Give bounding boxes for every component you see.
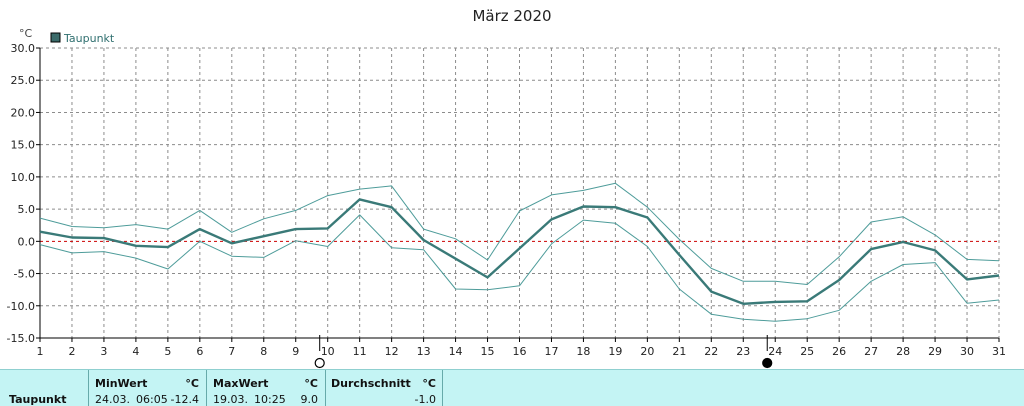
x-tick-label: 30 [960, 345, 974, 358]
x-tick-label: 29 [928, 345, 942, 358]
full-moon-icon [314, 357, 325, 369]
x-tick-label: 23 [736, 345, 750, 358]
x-tick-label: 19 [608, 345, 622, 358]
x-tick-label: 6 [196, 345, 203, 358]
tick-labels: 30.0 25.0 20.0 15.0 10.0 5.0 0.0 -5.0 -10.0 -15.0… [7, 42, 1006, 358]
x-tick-label: 7 [228, 345, 235, 358]
new-moon-icon [762, 357, 773, 369]
average-unit: °C [422, 377, 436, 390]
x-tick-label: 24 [768, 345, 782, 358]
min-value-cell: MinWert °C 24.03. 06:05 -12.4 [88, 370, 207, 406]
series-line-average [39, 198, 1000, 305]
y-tick-label: 25.0 [11, 74, 36, 87]
max-unit: °C [304, 377, 318, 390]
chart-title: März 2020 [472, 7, 551, 25]
moon-phases [314, 335, 773, 369]
max-value: 9.0 [300, 393, 319, 406]
y-tick-label: -10.0 [7, 300, 35, 313]
x-tick-label: 15 [481, 345, 495, 358]
y-tick-label: -15.0 [7, 332, 35, 345]
y-tick-label: 0.0 [18, 235, 36, 248]
x-tick-label: 26 [832, 345, 846, 358]
x-tick-label: 22 [704, 345, 718, 358]
x-tick-label: 14 [449, 345, 463, 358]
x-tick-label: 1 [37, 345, 44, 358]
x-tick-label: 4 [132, 345, 139, 358]
y-tick-label: 5.0 [18, 203, 36, 216]
x-tick-label: 9 [292, 345, 299, 358]
y-tick-label: 10.0 [11, 171, 36, 184]
min-time: 06:05 [136, 393, 168, 406]
average-value: -1.0 [414, 393, 436, 406]
average-header: Durchschnitt [331, 377, 411, 390]
x-tick-label: 11 [353, 345, 367, 358]
max-header: MaxWert [213, 377, 269, 390]
min-date: 24.03. [95, 393, 130, 406]
y-tick-label: -5.0 [14, 268, 35, 281]
min-unit: °C [185, 377, 199, 390]
x-tick-label: 12 [385, 345, 399, 358]
x-tick-label: 5 [164, 345, 171, 358]
y-tick-label: 15.0 [11, 139, 36, 152]
max-time: 10:25 [254, 393, 286, 406]
x-tick-label: 3 [100, 345, 107, 358]
x-tick-label: 17 [544, 345, 558, 358]
x-tick-label: 16 [513, 345, 527, 358]
stats-row-label: Taupunkt [9, 393, 67, 406]
max-date: 19.03. [213, 393, 248, 406]
y-tick-label: 30.0 [11, 42, 36, 55]
x-tick-label: 2 [68, 345, 75, 358]
chart: März 2020 °C Taupunkt 30.025.020.015.010… [7, 7, 1006, 369]
x-tick-label: 18 [576, 345, 590, 358]
axes [36, 47, 1000, 342]
max-value-cell: MaxWert °C 19.03. 10:25 9.0 [206, 370, 326, 406]
x-tick-label: 31 [992, 345, 1006, 358]
stats-row-label-cell: Taupunkt [0, 370, 88, 406]
grid [40, 47, 999, 338]
x-tick-label: 10 [321, 345, 335, 358]
legend-label: Taupunkt [63, 32, 115, 45]
x-tick-label: 20 [640, 345, 654, 358]
x-tick-label: 8 [260, 345, 267, 358]
x-tick-label: 28 [896, 345, 910, 358]
x-tick-label: 27 [864, 345, 878, 358]
x-tick-label: 13 [417, 345, 431, 358]
series-line-minimum [39, 214, 1000, 322]
series-line-maximum [39, 182, 1000, 285]
y-axis-unit: °C [19, 27, 33, 40]
min-value: -12.4 [170, 393, 199, 406]
legend-swatch [50, 32, 61, 43]
x-tick-label: 25 [800, 345, 814, 358]
series [39, 182, 1000, 322]
y-tick-label: 20.0 [11, 106, 36, 119]
statistics-panel: Taupunkt MinWert °C 24.03. 06:05 -12.4 M… [0, 369, 1024, 406]
x-tick-label: 21 [672, 345, 686, 358]
min-header: MinWert [95, 377, 148, 390]
average-value-cell: Durchschnitt °C -1.0 [325, 370, 443, 406]
